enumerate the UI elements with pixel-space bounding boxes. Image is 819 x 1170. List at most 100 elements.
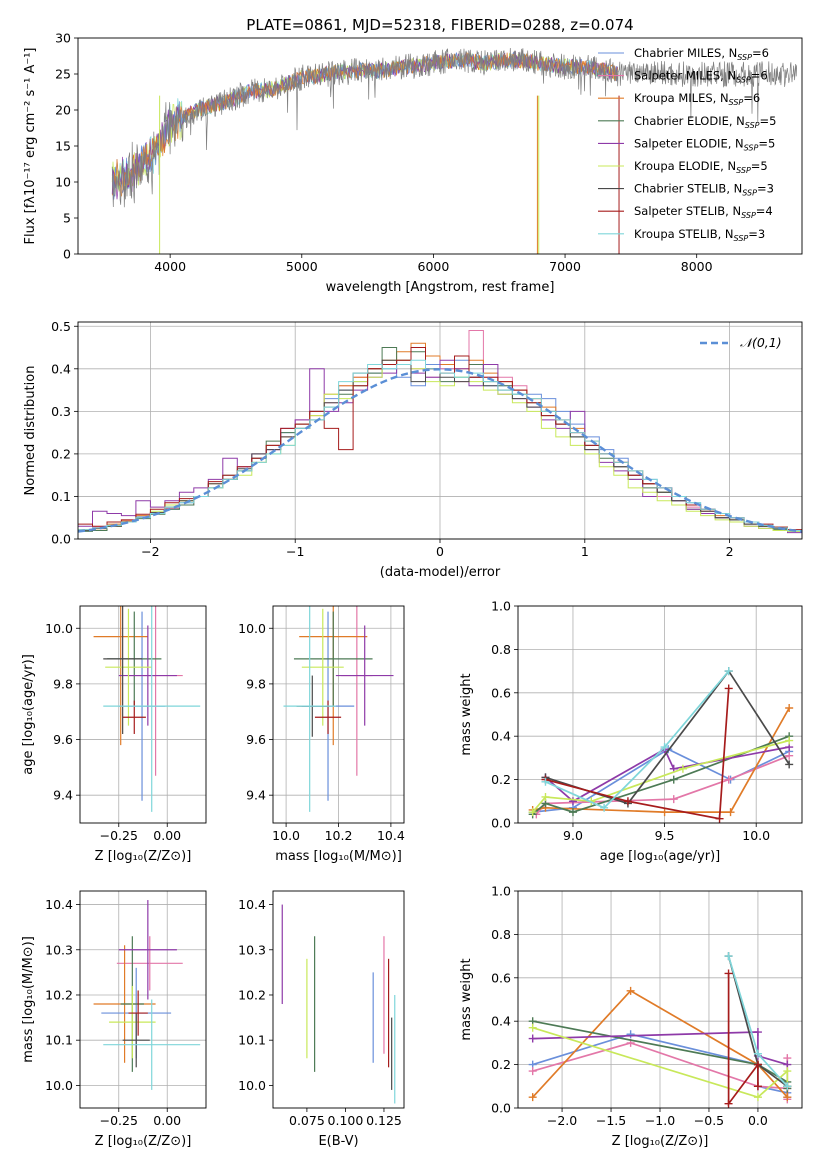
weight_vs_age-plot-area: [528, 667, 794, 823]
legend-subscript: SSP: [741, 211, 756, 220]
x-tick-label: −0.5: [694, 1113, 724, 1128]
x-tick-label: 10.4: [377, 828, 405, 843]
y-axis-label: mass weight: [459, 673, 474, 755]
mass_vs_EBV-frame: [272, 890, 405, 1109]
weight-line: [532, 1026, 789, 1099]
weight-marker: [753, 1093, 762, 1102]
y-tick-label: 0.0: [491, 1101, 511, 1116]
y-tick-label: 0.6: [491, 685, 511, 700]
weight-marker: [724, 952, 733, 961]
x-tick-label: 0.075: [289, 1113, 325, 1128]
legend-entry: Kroupa MILES, NSSP=6: [634, 91, 760, 107]
weight-marker: [785, 703, 794, 712]
y-tick-label: 1.0: [491, 599, 511, 614]
weight-marker: [660, 808, 669, 817]
x-tick-label: 0.00: [153, 1113, 181, 1128]
y-tick-label: 9.4: [246, 788, 266, 803]
weight_vs_Z-frame: [517, 890, 803, 1109]
legend-entry: Salpeter STELIB, NSSP=4: [634, 204, 773, 220]
weight-marker: [528, 808, 537, 817]
y-axis-label: age [log₁₀(age/yr)]: [21, 654, 36, 775]
age_vs_mass-frame: [272, 605, 405, 824]
weight-marker: [568, 797, 577, 806]
weight-marker: [528, 1034, 537, 1043]
y-tick-label: 10.3: [45, 942, 73, 957]
y-tick-label: 15: [55, 139, 71, 154]
weight-marker: [785, 736, 794, 745]
x-tick-label: 9.5: [655, 828, 675, 843]
weight-marker: [528, 1093, 537, 1102]
residuals-panel: −2 −1 0 1 2 0.0 0.1 0.2 0.3 0.4 0.5 (data-model)/er…: [23, 319, 803, 580]
age_vs_Z-frame: [79, 605, 207, 824]
y-tick-label: 9.4: [53, 788, 73, 803]
legend-value: =5: [751, 159, 768, 173]
mass_vs_Z-panel: −0.25 0.00 10.0 10.1 10.2 10.3 10.4 Z [log₁₀(Z/…: [21, 890, 207, 1149]
mass_vs_EBV-plot-area: [281, 904, 396, 1104]
x-tick-label: 0.100: [328, 1113, 364, 1128]
y-tick-label: 0.2: [491, 1057, 511, 1072]
y-tick-label: 0.4: [491, 1014, 511, 1029]
x-tick-label: −0.25: [100, 828, 138, 843]
weight-marker: [669, 775, 678, 784]
age_vs_Z-panel: −0.25 0.00 9.4 9.6 9.8 10.0 Z [log₁₀(Z/Z⊙)] age…: [21, 605, 207, 864]
weight-line: [545, 688, 730, 820]
x-tick-label: 10.2: [325, 828, 353, 843]
weight-marker: [600, 803, 609, 812]
y-tick-label: 9.6: [53, 732, 73, 747]
weight-marker: [623, 797, 632, 806]
legend-value: =4: [756, 204, 773, 218]
weight_vs_age-panel: 9.0 9.5 10.0 0.0 0.2 0.4 0.6 0.8 1.0 age [log₁₀(a…: [459, 599, 803, 864]
y-tick-label: 9.6: [246, 732, 266, 747]
legend-entry: Kroupa STELIB, NSSP=3: [634, 227, 765, 243]
x-tick-label: −2: [141, 544, 159, 559]
x-tick-label: 7000: [549, 259, 581, 274]
y-tick-label: 0.5: [51, 319, 71, 334]
x-axis-label: Z [log₁₀(Z/Z⊙)]: [95, 849, 192, 864]
weight-marker: [783, 1067, 792, 1076]
legend-entry: Chabrier ELODIE, NSSP=5: [634, 114, 776, 130]
y-tick-label: 10: [55, 175, 71, 190]
y-tick-label: 0: [63, 247, 71, 262]
age_vs_mass-plot-area: [283, 606, 394, 812]
weight-marker: [715, 814, 724, 823]
y-tick-label: 20: [55, 103, 71, 118]
x-axis-label: age [log₁₀(age/yr)]: [600, 849, 721, 864]
legend-subscript: SSP: [745, 121, 760, 130]
y-tick-label: 10.2: [238, 987, 266, 1002]
weight_vs_Z-panel: −2.0 −1.5 −1.0 −0.5 0.0 0.0 0.2 0.4 0.6 0.8 1.0 Z […: [459, 884, 803, 1149]
y-axis-label: mass weight: [459, 958, 474, 1040]
weight-line: [545, 670, 730, 809]
y-tick-label: 10.1: [238, 1033, 266, 1048]
y-tick-label: 10.0: [238, 1078, 266, 1093]
y-tick-label: 1.0: [491, 884, 511, 899]
y-tick-label: 5: [63, 211, 71, 226]
weight-line: [532, 1031, 788, 1066]
weight-marker: [726, 808, 735, 817]
legend-subscript: SSP: [729, 98, 744, 107]
legend-value: =6: [752, 46, 769, 60]
weight-marker: [626, 1030, 635, 1039]
legend-subscript: SSP: [737, 53, 752, 62]
y-axis-label: mass [log₁₀(M/M⊙)]: [21, 936, 36, 1063]
legend-entry: Salpeter MILES, NSSP=6: [634, 69, 768, 85]
x-tick-label: −1.5: [596, 1113, 626, 1128]
x-axis-label: mass [log₁₀(M/M⊙)]: [275, 849, 402, 864]
y-axis-label: Normed distribution: [23, 366, 38, 496]
y-tick-label: 30: [55, 31, 71, 46]
observed-spectrum: [111, 47, 798, 208]
x-tick-label: 4000: [154, 259, 186, 274]
weight-line: [727, 973, 759, 1107]
x-tick-label: 1: [581, 544, 589, 559]
weight-marker: [626, 986, 635, 995]
y-tick-label: 10.2: [45, 987, 73, 1002]
x-tick-label: 5000: [286, 259, 318, 274]
weight-marker: [753, 1028, 762, 1037]
x-tick-label: 8000: [681, 259, 713, 274]
y-tick-label: 10.4: [45, 897, 73, 912]
legend-subscript: SSP: [736, 76, 751, 85]
x-tick-label: 10.0: [742, 828, 770, 843]
weight-marker: [528, 1023, 537, 1032]
weight-marker: [783, 1082, 792, 1091]
x-axis-label: (data-model)/error: [380, 565, 501, 580]
